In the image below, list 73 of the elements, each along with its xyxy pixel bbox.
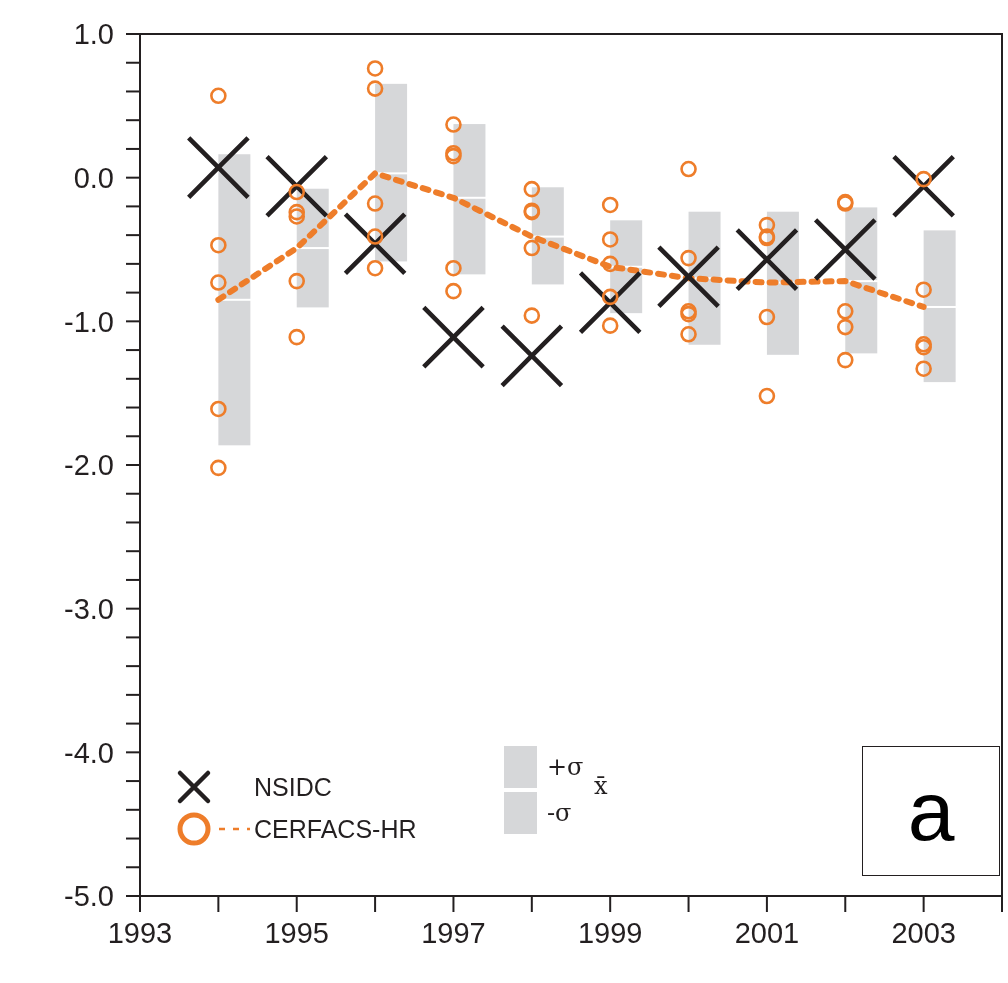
y-tick-label: -1.0 — [64, 305, 114, 338]
y-tick-label: -2.0 — [64, 449, 114, 482]
annotation: x̄ — [594, 772, 608, 800]
point — [445, 116, 462, 133]
point — [210, 87, 227, 105]
y-tick-label: -3.0 — [64, 592, 114, 625]
bar — [923, 307, 956, 383]
point — [915, 281, 932, 299]
point — [366, 80, 384, 97]
annotation: a — [907, 764, 955, 858]
point — [657, 245, 720, 309]
x-tick-label: 1993 — [107, 916, 173, 949]
bar — [218, 300, 251, 446]
legend-label: +σ — [547, 753, 584, 781]
y-tick-label: 1.0 — [73, 18, 114, 51]
x-tick-label: 2001 — [734, 916, 800, 949]
point — [210, 274, 227, 291]
point — [445, 282, 462, 300]
bar — [923, 230, 956, 306]
x-tick-label: 2003 — [891, 916, 956, 949]
point — [445, 259, 462, 277]
x-tick-label: 1999 — [577, 916, 643, 949]
legend-label: -σ — [547, 799, 572, 827]
point — [288, 208, 306, 225]
bar — [453, 198, 486, 275]
point — [758, 216, 776, 234]
point — [288, 272, 306, 290]
point — [680, 160, 697, 178]
point — [366, 195, 384, 212]
bar — [766, 283, 799, 355]
point — [578, 271, 642, 334]
point — [601, 255, 619, 273]
x-tick-label: 1995 — [264, 916, 329, 949]
bar — [610, 220, 643, 266]
point — [601, 231, 619, 248]
point — [265, 154, 329, 218]
point — [288, 203, 306, 221]
point — [366, 259, 384, 277]
point — [422, 305, 485, 369]
y-tick-label: -5.0 — [64, 880, 114, 913]
bar — [531, 187, 564, 236]
y-tick-label: -4.0 — [64, 736, 114, 769]
point — [500, 324, 564, 388]
point — [836, 302, 854, 320]
point — [758, 387, 776, 405]
point — [523, 307, 541, 324]
point — [366, 60, 384, 77]
point — [210, 236, 227, 254]
point — [187, 136, 250, 199]
point — [758, 308, 776, 326]
point — [523, 239, 541, 257]
point — [288, 328, 306, 346]
point — [735, 228, 799, 291]
point — [680, 249, 697, 267]
legend-label: CERFACS-HR — [254, 814, 417, 844]
y-tick-label: 0.0 — [73, 161, 114, 194]
point — [836, 318, 854, 336]
point — [601, 196, 619, 214]
point — [523, 180, 541, 198]
point — [915, 360, 932, 378]
legend-label: NSIDC — [254, 772, 332, 802]
point — [343, 212, 407, 276]
bar — [296, 249, 329, 308]
point — [210, 459, 227, 477]
bar — [453, 124, 486, 197]
point — [813, 218, 877, 281]
point — [680, 325, 697, 343]
x-tick-label: 1997 — [421, 916, 486, 949]
point — [601, 317, 619, 334]
point — [836, 351, 854, 369]
point — [210, 400, 227, 418]
point — [892, 154, 955, 218]
bar — [375, 83, 408, 173]
